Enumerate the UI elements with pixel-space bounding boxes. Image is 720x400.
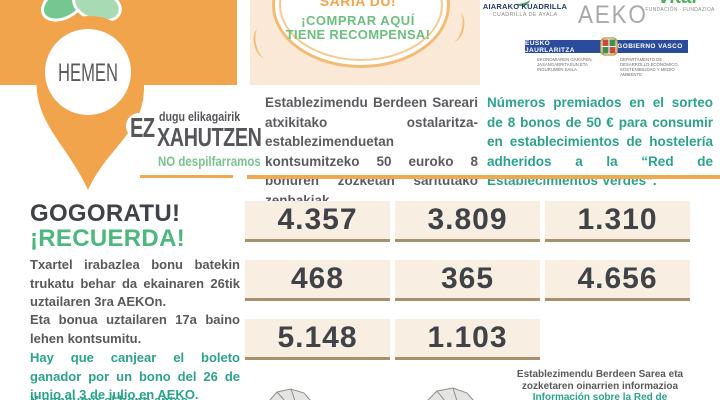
tagline-green: NO despilfarramos [158,153,261,169]
reminder-p2: Eta bonua uztailaren 17a baino lehen kon… [30,312,240,346]
paper-sketch-icon [427,387,474,400]
gobierno-vasco-department: DEPARTAMENTO DE DESARROLLO ECONÓMICO, SO… [620,57,679,77]
section-divider [247,175,720,179]
reminder-p4: Y consumir el bono antes [30,392,240,400]
winning-number: 468 [245,260,390,301]
aiarako-kuadrilla-logo: AIARAKO KUADRILLA CUADRILLA DE AYALA [482,2,568,18]
tagline-big: XAHUTZEN [157,122,262,152]
leaf-dark-icon [40,0,86,22]
aiarako-subtitle: CUADRILLA DE AYALA [492,12,558,18]
tagline-small: dugu elikagairik [159,109,241,124]
basque-coat-of-arms-icon [600,37,618,56]
pin-inner-circle [45,29,131,115]
footer-line3: Información sobre la Red de [532,392,668,400]
winning-numbers-grid: 4.357 3.809 1.310 468 365 4.656 5.148 1.… [245,201,690,360]
winning-number: 5.148 [245,319,390,360]
pin-label: HEMEN [58,59,118,87]
vital-logo-subtitle: FUNDACIÓN · FUNDAZIOA [645,7,715,13]
footer-line1: Establezimendu Berdeen Sarea eta [516,369,684,380]
bubble-line1: ¡COMPRAR AQUÍ [301,13,415,28]
winning-number: 1.103 [395,319,540,360]
footer-line2: zozketaren oinarrien informazioa [521,380,679,392]
winning-number: 4.656 [545,260,690,301]
bubble-line2: TIENE RECOMPENSA! [285,27,431,42]
reminder-p1: Txartel irabazlea bonu batekin trukatu b… [30,257,240,309]
pin-bite [126,113,152,139]
paper-sketch-icon [269,388,311,400]
eusko-jaurlaritza-bar: EUSKO JAURLARITZA [525,40,602,54]
footer-info: Establezimendu Berdeen Sarea eta zozketa… [480,369,720,400]
reminder-title-es: ¡RECUERDA! [30,225,185,252]
tagline-underline [140,175,233,178]
eusko-jaurlaritza-department: EKONOMIAREN GARAPEN, JASANGARRITASUN ETA… [537,57,593,72]
winning-number: 4.357 [245,201,390,242]
gobierno-vasco-bar: GOBIERNO VASCO [612,40,688,53]
reminder-title-eu: GOGORATU! [30,200,181,227]
intro-paragraph-eu: Establezimendu Berdeen Sareari atxikitak… [265,95,478,208]
winning-number: 365 [395,260,540,301]
bubble-title: SARIA DU! [319,0,397,9]
vital-logo: Vital [658,0,697,9]
tagline-ez: EZ [130,112,155,143]
aiarako-title: AIARAKO KUADRILLA [482,2,568,11]
intro-paragraph-es: Números premiados en el sorteo de 8 bono… [487,95,713,188]
aeko-logo: AEKO [578,1,648,29]
reminder-p3: Hay que canjear el boleto ganador por un… [30,350,240,400]
winning-number: 1.310 [545,201,690,242]
hemen-pin-logo: HEMEN [36,0,152,190]
winning-number: 3.809 [395,201,540,242]
